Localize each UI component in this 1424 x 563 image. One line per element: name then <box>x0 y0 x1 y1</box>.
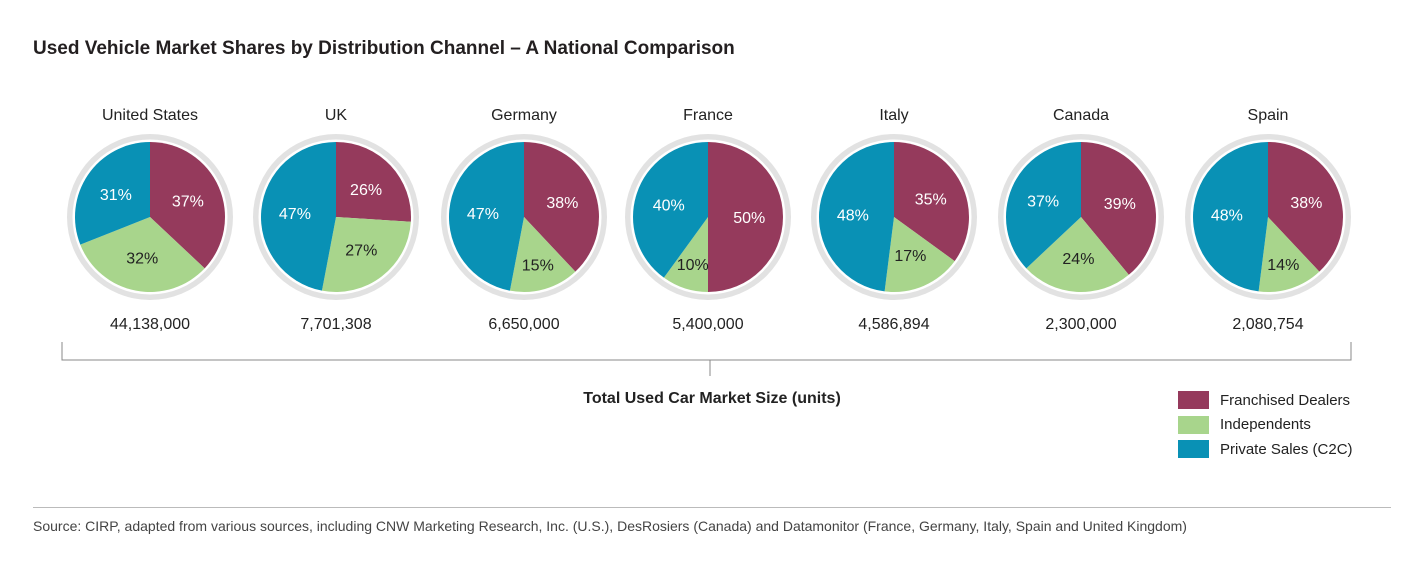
pie-slice <box>261 142 336 291</box>
market-size-label: 5,400,000 <box>672 316 743 333</box>
pie-slice <box>336 142 411 222</box>
legend-item-private: Private Sales (C2C) <box>1178 437 1353 462</box>
pie-slice <box>884 217 955 292</box>
market-size-label: 44,138,000 <box>110 316 190 333</box>
market-size-label: 7,701,308 <box>300 316 371 333</box>
slice-label: 37% <box>1027 194 1059 211</box>
divider <box>33 507 1391 508</box>
pie-slice <box>819 142 894 292</box>
slice-label: 48% <box>1211 207 1243 224</box>
pie-slice <box>80 217 205 292</box>
slice-label: 40% <box>653 197 685 214</box>
country-label: Spain <box>1248 107 1289 124</box>
chart-title: Used Vehicle Market Shares by Distributi… <box>33 38 735 59</box>
country-label: France <box>683 107 733 124</box>
slice-label: 14% <box>1267 257 1299 274</box>
pie-slice <box>633 142 708 278</box>
legend-swatch <box>1178 391 1209 410</box>
slice-label: 15% <box>522 258 554 275</box>
legend-item-franchised: Franchised Dealers <box>1178 388 1353 413</box>
pie-slice <box>1258 217 1320 292</box>
slice-label: 27% <box>345 243 377 260</box>
axis-bracket <box>61 342 1352 376</box>
slice-label: 48% <box>837 207 869 224</box>
slice-label: 47% <box>467 206 499 223</box>
country-label: UK <box>325 107 348 124</box>
legend-item-independents: Independents <box>1178 413 1353 438</box>
market-size-label: 4,586,894 <box>858 316 929 333</box>
slice-label: 26% <box>350 182 382 199</box>
slice-label: 32% <box>126 251 158 268</box>
slice-label: 39% <box>1104 196 1136 213</box>
market-size-label: 2,080,754 <box>1232 316 1303 333</box>
legend-label: Franchised Dealers <box>1220 391 1351 409</box>
pie-slice <box>708 142 783 292</box>
pie-slice <box>663 217 708 292</box>
slice-label: 10% <box>677 257 709 274</box>
pie-slice <box>1268 142 1344 272</box>
country-label: Italy <box>879 107 908 124</box>
pie-slice <box>1026 217 1129 292</box>
market-size-label: 2,300,000 <box>1045 316 1116 333</box>
pie-slice <box>509 217 576 292</box>
pie-slice <box>449 142 524 291</box>
slice-label: 31% <box>100 187 132 204</box>
legend-swatch <box>1178 440 1209 459</box>
legend-label: Independents <box>1220 416 1311 434</box>
slice-label: 24% <box>1062 251 1094 268</box>
slice-label: 35% <box>915 191 947 208</box>
legend: Franchised Dealers Independents Private … <box>1178 388 1353 462</box>
pie-slice <box>1006 142 1081 269</box>
slice-label: 38% <box>546 195 578 212</box>
slice-label: 37% <box>172 194 204 211</box>
slice-label: 17% <box>894 248 926 265</box>
pie-slice <box>321 217 411 292</box>
legend-swatch <box>1178 415 1209 434</box>
pie-slice <box>524 142 599 272</box>
pie-slice <box>150 142 225 269</box>
pie-slice <box>1193 142 1268 292</box>
slice-label: 47% <box>279 206 311 223</box>
pie-slice <box>894 142 969 262</box>
pie-slice <box>1081 142 1156 275</box>
country-label: Germany <box>491 107 557 124</box>
market-size-label: 6,650,000 <box>488 316 559 333</box>
legend-label: Private Sales (C2C) <box>1220 440 1353 458</box>
country-label: United States <box>102 107 198 124</box>
pie-slice <box>74 142 150 245</box>
slice-label: 38% <box>1290 195 1322 212</box>
source-note: Source: CIRP, adapted from various sourc… <box>33 518 1187 534</box>
country-label: Canada <box>1053 107 1109 124</box>
slice-label: 50% <box>733 210 765 227</box>
x-axis-label: Total Used Car Market Size (units) <box>583 390 841 407</box>
